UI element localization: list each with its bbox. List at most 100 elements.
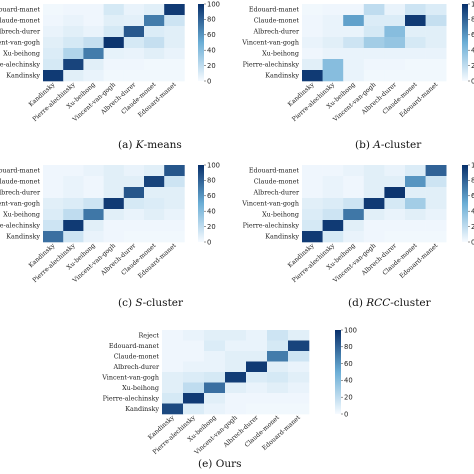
heatmap-cell bbox=[164, 198, 185, 210]
heatmap-cell bbox=[204, 330, 226, 341]
row-label: Claude-monet bbox=[114, 352, 160, 360]
heatmap-cell bbox=[225, 330, 247, 341]
heatmap-cell bbox=[83, 209, 104, 221]
heatmap-cell bbox=[123, 198, 145, 210]
row-label: Vincent-van-gogh bbox=[0, 200, 40, 208]
heatmap-cell bbox=[384, 48, 406, 60]
heatmap-cell bbox=[384, 165, 406, 177]
heatmap-cell bbox=[302, 37, 323, 49]
heatmap-cell bbox=[123, 15, 145, 27]
heatmap-cell bbox=[123, 37, 145, 49]
col-label: Albrech-durer bbox=[99, 242, 137, 277]
heatmap-cell bbox=[425, 220, 447, 232]
heatmap-panel-1: Edouard-manet Claude-monet Albrech-durer Vi… bbox=[0, 0, 220, 151]
heatmap-cell bbox=[123, 176, 145, 188]
heatmap-cell bbox=[63, 37, 84, 49]
heatmap-cell bbox=[162, 361, 184, 373]
heatmap-cell bbox=[83, 165, 104, 177]
heatmap-cell bbox=[164, 209, 185, 221]
heatmap-cell bbox=[384, 220, 406, 232]
heatmap-panel-4: Edouard-manet Claude-monet Albrech-durer Vi… bbox=[241, 161, 474, 309]
heatmap-cell bbox=[425, 231, 447, 243]
heatmap-cell bbox=[425, 4, 447, 16]
heatmap-cell bbox=[43, 209, 64, 221]
heatmap-cell bbox=[83, 176, 104, 188]
heatmap-cell bbox=[144, 220, 165, 232]
heatmap-cell bbox=[267, 361, 289, 373]
heatmap-cell bbox=[164, 26, 185, 38]
heatmap-cell bbox=[363, 26, 385, 38]
colorbar-tick-label: 0 bbox=[344, 410, 348, 418]
heatmap-cell bbox=[144, 231, 165, 243]
heatmap-cell bbox=[43, 37, 64, 49]
heatmap-cell bbox=[204, 351, 226, 362]
colorbar-tick-label: 100 bbox=[471, 161, 474, 169]
heatmap-cell bbox=[425, 209, 447, 221]
panel-caption: (b) A-cluster bbox=[355, 139, 422, 151]
heatmap-cell bbox=[83, 198, 104, 210]
row-label: Albrech-durer bbox=[0, 189, 41, 197]
heatmap-cell bbox=[425, 187, 447, 199]
heatmap-cell bbox=[425, 37, 447, 49]
heatmap-cell bbox=[363, 176, 385, 188]
heatmap-cell bbox=[405, 176, 426, 188]
heatmap-cell bbox=[164, 70, 185, 82]
heatmap-cell bbox=[405, 198, 426, 210]
heatmap-cell bbox=[43, 187, 64, 199]
row-label: Vincent-van-gogh bbox=[241, 200, 299, 208]
heatmap-cell bbox=[425, 165, 447, 177]
heatmap-cell bbox=[302, 4, 323, 16]
heatmap-cell bbox=[425, 48, 447, 60]
row-label: Claude-monet bbox=[254, 17, 300, 25]
row-label: Pierre-alechinsky bbox=[243, 61, 300, 69]
heatmap-cell bbox=[384, 15, 406, 27]
panel-caption: (a) K-means bbox=[118, 139, 182, 151]
heatmap-cell bbox=[405, 220, 426, 232]
heatmap-cell bbox=[164, 165, 185, 177]
heatmap-cell bbox=[164, 220, 185, 232]
heatmap-cell bbox=[322, 37, 344, 49]
heatmap-cell bbox=[363, 209, 385, 221]
row-label: Claude-monet bbox=[0, 17, 40, 25]
heatmap-cell bbox=[103, 59, 125, 71]
heatmap-cell bbox=[425, 176, 447, 188]
colorbar bbox=[198, 4, 204, 81]
colorbar-tick-label: 40 bbox=[207, 47, 216, 55]
row-label: Pierre-alechinsky bbox=[243, 222, 300, 230]
heatmap-cell bbox=[164, 187, 185, 199]
row-label: Edouard-manet bbox=[0, 167, 40, 175]
heatmap-cell bbox=[63, 198, 84, 210]
heatmap-cell bbox=[343, 37, 365, 49]
heatmap-cell bbox=[144, 198, 165, 210]
heatmap-cell bbox=[183, 340, 205, 352]
row-label: Albrech-durer bbox=[0, 28, 41, 36]
heatmap-cell bbox=[405, 26, 426, 38]
row-label: Albrech-durer bbox=[252, 28, 299, 36]
heatmap-cell bbox=[288, 351, 310, 362]
heatmap-cell bbox=[43, 4, 64, 16]
heatmap-cell bbox=[43, 198, 64, 210]
colorbar-tick-label: 80 bbox=[471, 16, 474, 24]
heatmap-cell bbox=[363, 70, 385, 82]
heatmap-cell bbox=[43, 15, 64, 27]
heatmap-cell bbox=[225, 403, 247, 415]
heatmap-cell bbox=[164, 48, 185, 60]
heatmap-cell bbox=[267, 393, 289, 404]
heatmap-cell bbox=[267, 403, 289, 415]
heatmap-cell bbox=[384, 4, 406, 16]
heatmap-cell bbox=[302, 70, 323, 82]
heatmap-cell bbox=[363, 37, 385, 49]
heatmap-cell bbox=[363, 187, 385, 199]
heatmap-cell bbox=[43, 48, 64, 60]
col-label: Edouard-manet bbox=[261, 414, 302, 452]
heatmap-cell bbox=[144, 176, 165, 188]
heatmap-cell bbox=[63, 231, 84, 243]
heatmap-cell bbox=[288, 361, 310, 373]
heatmap-cell bbox=[225, 351, 247, 362]
row-label: Edouard-manet bbox=[249, 167, 300, 175]
heatmap-cell bbox=[162, 393, 184, 404]
heatmap-cell bbox=[343, 4, 365, 16]
heatmap-cell bbox=[384, 37, 406, 49]
heatmap-cell bbox=[83, 70, 104, 82]
